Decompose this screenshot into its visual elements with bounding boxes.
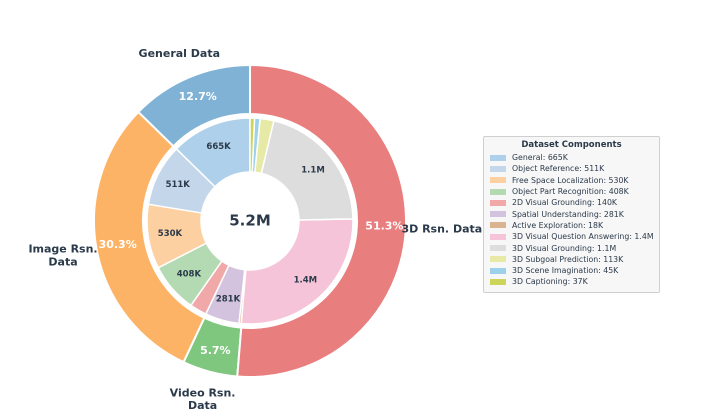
inner-value-object-reference: 511K xyxy=(166,180,191,190)
inner-slice-3d-visual-question-answering xyxy=(240,218,354,325)
outer-percent-image-rsn-data: 30.3% xyxy=(99,238,137,251)
inner-value-object-part-recognition: 408K xyxy=(177,270,202,280)
legend-label: 3D Subgoal Prediction: 113K xyxy=(512,254,624,264)
legend-label: 3D Visual Grounding: 1.1M xyxy=(512,243,617,253)
outer-label-video-rsn-data: Video Rsn. Data xyxy=(170,387,236,413)
legend-entry-3d-visual-question-answering: 3D Visual Question Answering: 1.4M xyxy=(490,231,654,242)
inner-value-3d-visual-question-answering: 1.4M xyxy=(294,276,318,286)
outer-slice-image-rsn-data xyxy=(93,110,206,364)
legend-swatch xyxy=(490,165,506,172)
legend: Dataset Components General: 665K Object R… xyxy=(483,136,660,293)
inner-slice-object-part-recognition xyxy=(157,242,223,307)
legend-label: Object Reference: 511K xyxy=(512,164,605,174)
inner-slice-spatial-understanding xyxy=(204,264,246,325)
inner-value-free-space-localization: 530K xyxy=(158,229,183,239)
outer-percent-labels: 12.7% 30.3% 5.7% 51.3% xyxy=(99,90,404,357)
inner-slice-3d-captioning xyxy=(249,117,256,173)
legend-label: 3D Visual Question Answering: 1.4M xyxy=(512,232,654,242)
legend-entry-free-space-localization: Free Space Localization: 530K xyxy=(490,175,653,186)
legend-entry-3d-captioning: 3D Captioning: 37K xyxy=(490,276,653,287)
legend-entry-object-part-recognition: Object Part Recognition: 408K xyxy=(490,186,653,197)
legend-label: Object Part Recognition: 408K xyxy=(512,187,629,197)
legend-entry-object-reference: Object Reference: 511K xyxy=(490,163,653,174)
legend-label: 3D Captioning: 37K xyxy=(512,277,588,287)
inner-value-general: 665K xyxy=(206,142,231,152)
outer-label-general-data: General Data xyxy=(139,47,220,60)
legend-title: Dataset Components xyxy=(521,140,622,150)
outer-labels: General Data Image Rsn. Data Video Rsn. Data… xyxy=(28,47,482,412)
legend-entry-spatial-understanding: Spatial Understanding: 281K xyxy=(490,208,653,219)
legend-entries: General: 665K Object Reference: 511K Free … xyxy=(490,152,654,288)
outer-label-image-rsn-data: Image Rsn. Data xyxy=(28,243,97,269)
legend-entry-2d-visual-grounding: 2D Visual Grounding: 140K xyxy=(490,197,653,208)
outer-slice-3d-rsn-data xyxy=(236,63,407,378)
outer-percent-general-data: 12.7% xyxy=(179,90,217,103)
inner-slice-3d-visual-grounding xyxy=(260,119,354,221)
inner-slice-free-space-localization xyxy=(146,203,208,269)
legend-swatch xyxy=(490,278,506,285)
legend-label: General: 665K xyxy=(512,153,568,163)
legend-entry-active-exploration: Active Exploration: 18K xyxy=(490,220,653,231)
legend-label: 2D Visual Grounding: 140K xyxy=(512,198,618,208)
outer-label-3d-rsn-data: 3D Rsn. Data xyxy=(401,223,482,236)
outer-percent-3d-rsn-data: 51.3% xyxy=(365,219,403,232)
inner-value-3d-visual-grounding: 1.1M xyxy=(301,166,325,176)
legend-swatch xyxy=(490,222,506,229)
inner-ring xyxy=(146,117,354,325)
legend-swatch xyxy=(490,154,506,161)
outer-ring xyxy=(93,63,407,378)
outer-slice-video-rsn-data xyxy=(182,316,243,378)
legend-entry-general: General: 665K xyxy=(490,152,653,163)
legend-swatch xyxy=(490,245,506,252)
legend-entry-3d-scene-imagination: 3D Scene Imagination: 45K xyxy=(490,265,653,276)
legend-label: Free Space Localization: 530K xyxy=(512,175,629,185)
legend-swatch xyxy=(490,177,506,184)
outer-percent-video-rsn-data: 5.7% xyxy=(200,344,231,357)
inner-value-spatial-understanding: 281K xyxy=(216,294,241,304)
legend-swatch xyxy=(490,233,506,240)
center-total-label: 5.2M xyxy=(229,212,271,230)
legend-label: 3D Scene Imagination: 45K xyxy=(512,266,619,276)
legend-label: Spatial Understanding: 281K xyxy=(512,209,624,219)
legend-swatch xyxy=(490,267,506,274)
legend-swatch xyxy=(490,211,506,218)
inner-value-labels: 665K 511K 530K 408K 281K 1.4M 1.1M xyxy=(158,142,325,305)
legend-entry-3d-visual-grounding: 3D Visual Grounding: 1.1M xyxy=(490,242,653,253)
legend-swatch xyxy=(490,256,506,263)
legend-swatch xyxy=(490,199,506,206)
legend-entry-3d-subgoal-prediction: 3D Subgoal Prediction: 113K xyxy=(490,254,653,265)
legend-label: Active Exploration: 18K xyxy=(512,220,604,230)
inner-slice-object-reference xyxy=(147,147,217,214)
legend-swatch xyxy=(490,188,506,195)
